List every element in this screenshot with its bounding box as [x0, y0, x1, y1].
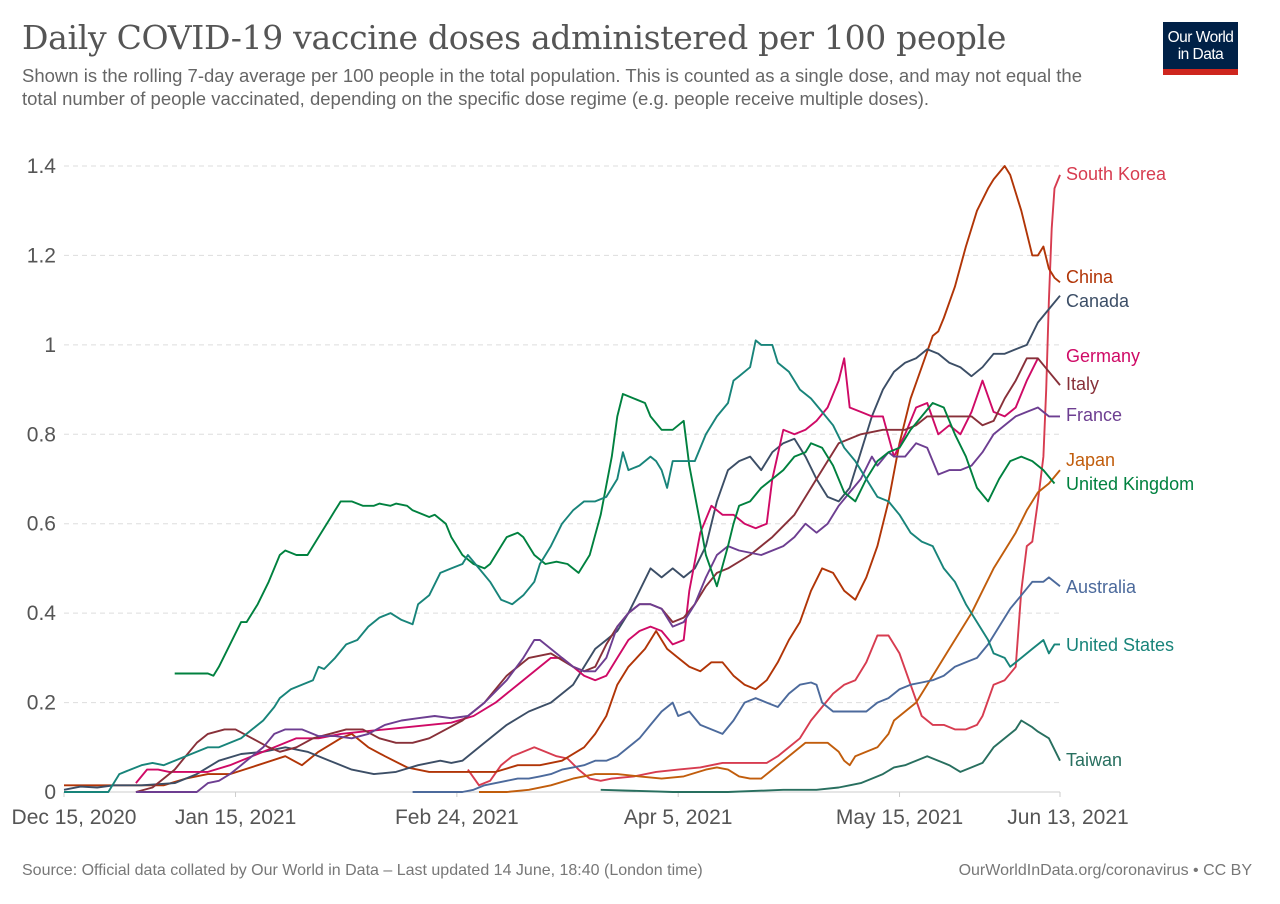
chart-subtitle: Shown is the rolling 7-day average per 1… [22, 65, 1083, 109]
legend: South Korea China Canada Germany Italy France… [1066, 164, 1194, 770]
credit-link[interactable]: OurWorldInData.org/coronavirus • CC BY [958, 862, 1252, 879]
x-tick-label: Apr 5, 2021 [624, 806, 733, 829]
y-tick-label: 0.2 [27, 692, 56, 715]
y-tick-label: 0.4 [27, 602, 57, 625]
series-line-united-kingdom[interactable] [174, 393, 1056, 677]
y-tick-label: 1.2 [27, 244, 56, 267]
series-line-italy[interactable] [135, 357, 1061, 793]
chart-title: Daily COVID-19 vaccine doses administere… [22, 18, 1007, 57]
series-line-united-states[interactable] [64, 339, 1060, 793]
legend-label-france[interactable]: France [1066, 405, 1122, 425]
legend-label-italy[interactable]: Italy [1066, 374, 1099, 394]
owid-logo[interactable]: Our World in Data [1163, 22, 1238, 75]
x-tick-label: Jun 13, 2021 [1007, 806, 1128, 829]
logo-accent-bar [1163, 69, 1238, 75]
legend-label-canada[interactable]: Canada [1066, 291, 1130, 311]
y-axis-ticks: 0 0.2 0.4 0.6 0.8 1 1.2 1.4 [27, 155, 57, 804]
x-axis: Dec 15, 2020 Jan 15, 2021 Feb 24, 2021 Apr … [12, 791, 1129, 829]
series-line-germany[interactable] [135, 357, 1039, 784]
y-tick-label: 0.6 [27, 513, 56, 536]
source-note: Source: Official data collated by Our Wo… [22, 862, 703, 879]
legend-label-taiwan[interactable]: Taiwan [1066, 750, 1122, 770]
gridlines [64, 165, 1060, 704]
series-line-taiwan[interactable] [600, 719, 1061, 793]
x-tick-label: Jan 15, 2021 [175, 806, 296, 829]
x-tick-label: May 15, 2021 [836, 806, 963, 829]
legend-label-south-korea[interactable]: South Korea [1066, 164, 1167, 184]
logo-line-2: in Data [1177, 46, 1224, 63]
y-tick-label: 0 [44, 781, 56, 804]
y-tick-label: 0.8 [27, 423, 56, 446]
legend-label-china[interactable]: China [1066, 267, 1114, 287]
series-line-japan[interactable] [479, 469, 1061, 793]
series-line-france[interactable] [135, 406, 1060, 793]
legend-label-japan[interactable]: Japan [1066, 450, 1115, 470]
legend-label-australia[interactable]: Australia [1066, 577, 1137, 597]
series-line-south-korea[interactable] [467, 174, 1061, 787]
legend-label-united-kingdom[interactable]: United Kingdom [1066, 474, 1194, 494]
y-tick-label: 1 [44, 334, 56, 357]
series-lines [63, 165, 1061, 793]
logo-line-1: Our World [1167, 29, 1234, 46]
x-tick-label: Dec 15, 2020 [12, 806, 137, 829]
legend-label-united-states[interactable]: United States [1066, 635, 1174, 655]
series-line-china[interactable] [64, 165, 1061, 787]
series-line-canada[interactable] [63, 295, 1061, 791]
series-line-australia[interactable] [412, 576, 1061, 793]
y-tick-label: 1.4 [27, 155, 57, 178]
x-tick-label: Feb 24, 2021 [395, 806, 519, 829]
legend-label-germany[interactable]: Germany [1066, 346, 1140, 366]
